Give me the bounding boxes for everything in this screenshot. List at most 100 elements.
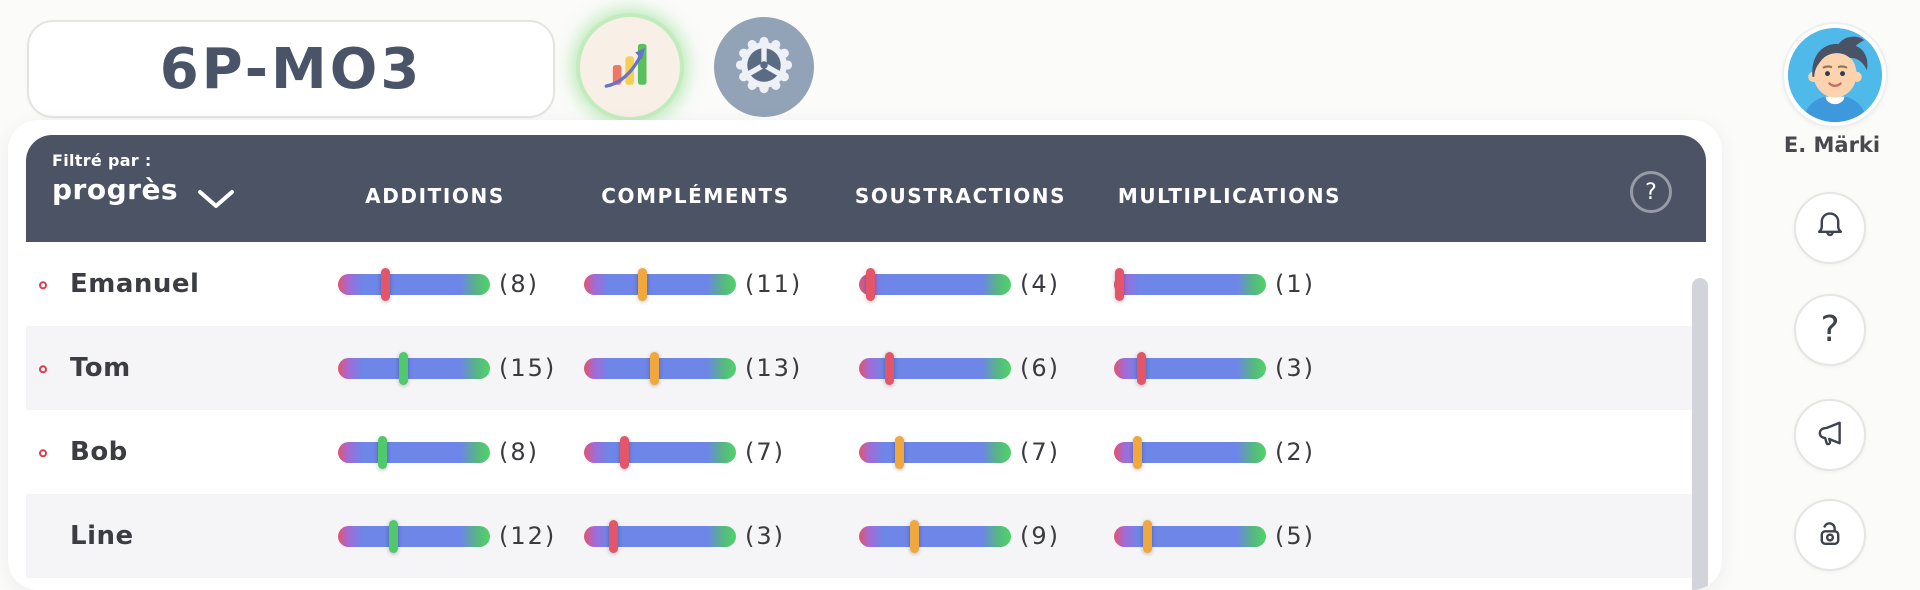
alert-icon (35, 278, 50, 290)
score-cell-additions: (15) (312, 351, 558, 385)
student-name: Line (70, 521, 134, 551)
progress-slider[interactable] (338, 435, 490, 469)
table-row: Emanuel (8) (11) (4) (1) (26, 242, 1706, 326)
slider-thumb[interactable] (649, 351, 659, 385)
slider-thumb[interactable] (388, 519, 398, 553)
help-button[interactable]: ? (1630, 171, 1672, 213)
filter-dropdown[interactable]: Filtré par : progrès (52, 151, 178, 206)
progress-slider[interactable] (859, 351, 1011, 385)
question-icon: ? (1820, 309, 1840, 350)
slider-thumb[interactable] (637, 267, 647, 301)
score-cell-additions: (8) (312, 435, 558, 469)
gear-icon (726, 27, 802, 107)
exercise-count: (15) (499, 354, 557, 382)
score-cell-complements: (11) (558, 267, 833, 301)
slider-thumb[interactable] (1132, 435, 1142, 469)
exercise-count: (12) (499, 522, 557, 550)
slider-thumb[interactable] (619, 435, 629, 469)
student-cell: Tom (26, 326, 312, 410)
avatar[interactable] (1784, 24, 1886, 126)
table-row: Bob (8) (7) (7) (2) (26, 410, 1706, 494)
vertical-scrollbar-thumb[interactable] (1692, 278, 1708, 590)
progress-slider[interactable] (1114, 519, 1266, 553)
exercise-count: (7) (745, 438, 785, 466)
slider-thumb[interactable] (885, 351, 895, 385)
score-cell-multiplications: (2) (1088, 435, 1706, 469)
table-row: Line (12) (3) (9) (5) (26, 494, 1706, 578)
score-cell-soustractions: (7) (833, 435, 1088, 469)
table-row: Tom (15) (13) (6) (3) (26, 326, 1706, 410)
slider-thumb[interactable] (1143, 519, 1153, 553)
student-name: Tom (70, 353, 131, 383)
slider-thumb[interactable] (608, 519, 618, 553)
megaphone-icon (1813, 416, 1847, 454)
student-name: Emanuel (70, 269, 200, 299)
alert-icon (35, 362, 50, 374)
column-header-complements: COMPLÉMENTS (601, 184, 790, 208)
slider-thumb[interactable] (378, 435, 388, 469)
progress-slider[interactable] (338, 267, 490, 301)
exercise-count: (8) (499, 438, 539, 466)
announcements-button[interactable] (1794, 399, 1866, 471)
slider-thumb[interactable] (894, 435, 904, 469)
column-header-multiplications: MULTIPLICATIONS (1117, 184, 1342, 208)
exercise-count: (4) (1020, 270, 1060, 298)
score-cell-additions: (12) (312, 519, 558, 553)
student-cell: Line (26, 494, 312, 578)
filter-label: Filtré par : (52, 151, 152, 170)
progress-slider[interactable] (859, 519, 1011, 553)
score-cell-multiplications: (3) (1088, 351, 1706, 385)
progress-slider[interactable] (584, 351, 736, 385)
exercise-count: (5) (1275, 522, 1315, 550)
score-cell-soustractions: (4) (833, 267, 1088, 301)
class-code-label: 6P-MO3 (159, 36, 423, 102)
score-cell-complements: (13) (558, 351, 833, 385)
filter-value: progrès (52, 173, 179, 206)
student-cell: Bob (26, 410, 312, 494)
student-cell: Emanuel (26, 242, 312, 326)
chevron-down-icon[interactable] (197, 189, 235, 215)
score-cell-complements: (3) (558, 519, 833, 553)
stats-button[interactable] (580, 17, 680, 117)
slider-thumb[interactable] (399, 351, 409, 385)
alert-icon (35, 446, 50, 458)
progress-panel: Filtré par : progrès ADDITIONS COMPLÉMEN… (8, 120, 1722, 590)
settings-button[interactable] (714, 17, 814, 117)
progress-slider[interactable] (584, 267, 736, 301)
bell-icon (1813, 209, 1847, 247)
table-header: Filtré par : progrès ADDITIONS COMPLÉMEN… (26, 135, 1706, 242)
score-cell-multiplications: (1) (1088, 267, 1706, 301)
exercise-count: (9) (1020, 522, 1060, 550)
boy-avatar-icon (1788, 28, 1882, 122)
score-cell-soustractions: (9) (833, 519, 1088, 553)
class-code-box[interactable]: 6P-MO3 (27, 20, 555, 118)
progress-slider[interactable] (1114, 351, 1266, 385)
slider-thumb[interactable] (381, 267, 391, 301)
progress-slider[interactable] (584, 435, 736, 469)
progress-slider[interactable] (584, 519, 736, 553)
progress-slider[interactable] (859, 435, 1011, 469)
bar-chart-trend-icon (597, 32, 663, 102)
exercise-count: (11) (745, 270, 803, 298)
progress-slider[interactable] (1114, 435, 1266, 469)
lock-button[interactable] (1794, 499, 1866, 571)
profile-name: E. Märki (1783, 133, 1881, 157)
exercise-count: (13) (745, 354, 803, 382)
slider-thumb[interactable] (909, 519, 919, 553)
help-sidebar-button[interactable]: ? (1794, 294, 1866, 366)
progress-slider[interactable] (338, 351, 490, 385)
slider-thumb[interactable] (865, 267, 875, 301)
exercise-count: (1) (1275, 270, 1315, 298)
progress-slider[interactable] (338, 519, 490, 553)
slider-thumb[interactable] (1114, 267, 1124, 301)
column-header-additions: ADDITIONS (365, 184, 505, 208)
exercise-count: (2) (1275, 438, 1315, 466)
score-cell-soustractions: (6) (833, 351, 1088, 385)
exercise-count: (8) (499, 270, 539, 298)
notifications-button[interactable] (1794, 192, 1866, 264)
exercise-count: (7) (1020, 438, 1060, 466)
progress-slider[interactable] (1114, 267, 1266, 301)
progress-slider[interactable] (859, 267, 1011, 301)
student-name: Bob (70, 437, 128, 467)
slider-thumb[interactable] (1137, 351, 1147, 385)
